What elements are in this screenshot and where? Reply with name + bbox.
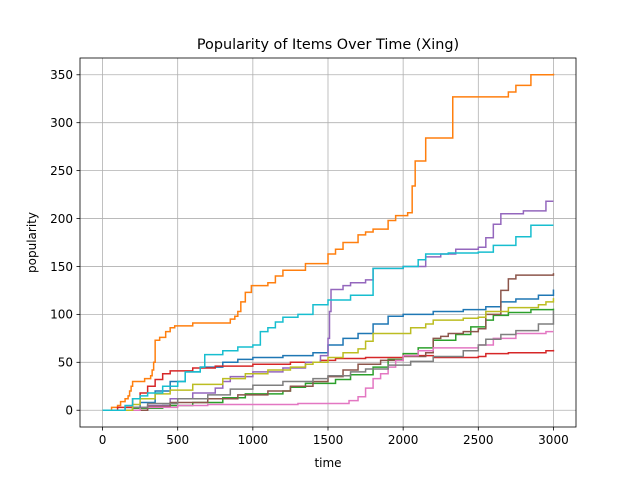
x-axis-label: time (314, 456, 341, 470)
y-tick-label: 100 (50, 308, 73, 322)
y-tick-label: 200 (50, 212, 73, 226)
series-line-3 (102, 308, 555, 411)
x-tick-label: 0 (99, 433, 107, 447)
chart-title: Popularity of Items Over Time (Xing) (197, 37, 459, 53)
y-tick-label: 150 (50, 260, 73, 274)
y-tick-label: 250 (50, 164, 73, 178)
y-tick-label: 50 (58, 356, 73, 370)
x-tick-label: 3000 (538, 433, 569, 447)
series-line-7 (102, 330, 554, 411)
x-axis: 0 500 1000 1500 2000 2500 3000 (99, 427, 569, 447)
series-line-9 (102, 298, 555, 411)
x-tick-label: 2000 (388, 433, 419, 447)
x-tick-label: 2500 (463, 433, 494, 447)
series-line-10 (102, 224, 554, 411)
y-tick-label: 0 (65, 404, 73, 418)
series-layer (102, 73, 555, 411)
series-line-5 (102, 200, 554, 411)
x-tick-label: 1000 (238, 433, 269, 447)
y-tick-label: 300 (50, 116, 73, 130)
series-line-2 (102, 73, 555, 411)
y-axis-label: popularity (25, 212, 39, 273)
y-tick-label: 350 (50, 68, 73, 82)
grid (80, 58, 576, 427)
x-tick-label: 500 (166, 433, 189, 447)
x-tick-label: 1500 (313, 433, 344, 447)
y-axis: 0 50 100 150 200 250 300 350 (50, 68, 80, 418)
series-line-8 (102, 310, 555, 411)
